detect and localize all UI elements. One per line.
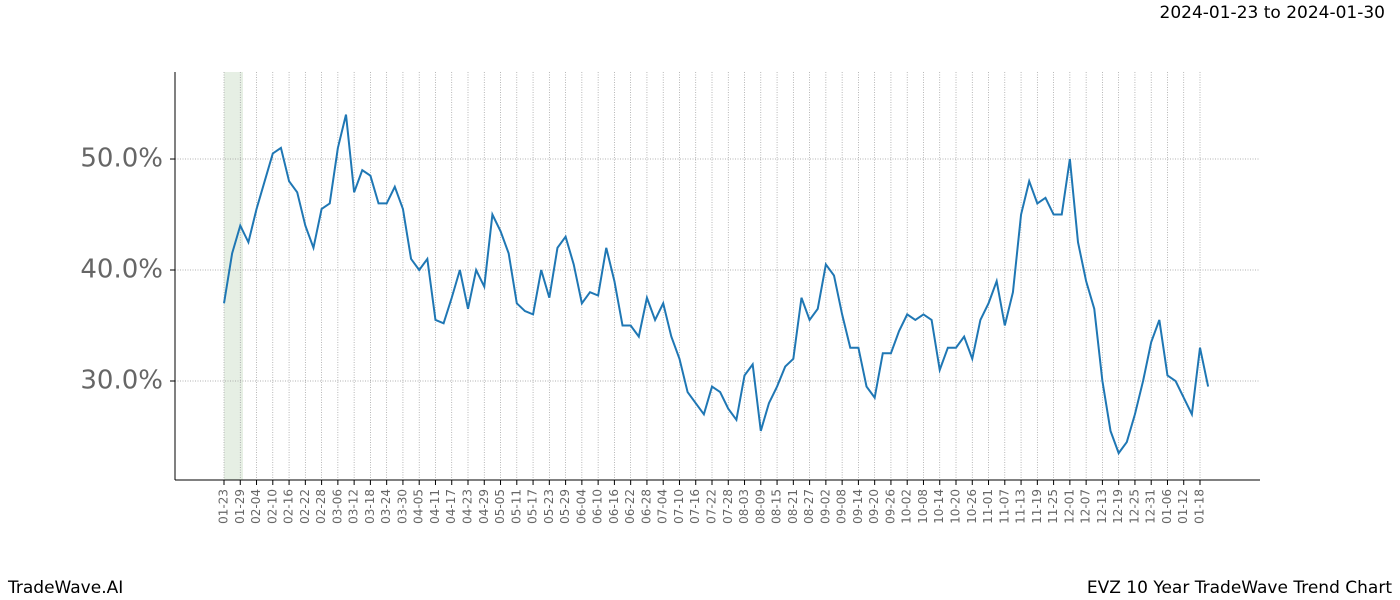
x-tick-label: 12-31 xyxy=(1144,489,1158,524)
x-tick-label: 11-25 xyxy=(1046,489,1060,524)
x-tick-label: 02-04 xyxy=(249,489,263,524)
x-tick-label: 12-01 xyxy=(1062,489,1076,524)
x-tick-label: 10-26 xyxy=(965,489,979,524)
x-tick-label: 05-23 xyxy=(542,489,556,524)
x-tick-label: 05-29 xyxy=(558,489,572,524)
x-tick-label: 11-07 xyxy=(997,489,1011,524)
x-tick-label: 08-21 xyxy=(786,489,800,524)
x-tick-label: 11-13 xyxy=(1014,489,1028,524)
x-tick-label: 03-12 xyxy=(347,489,361,524)
x-tick-label: 04-17 xyxy=(444,489,458,524)
x-tick-label: 11-19 xyxy=(1030,489,1044,524)
x-tick-label: 02-28 xyxy=(314,489,328,524)
x-tick-label: 01-23 xyxy=(217,489,231,524)
x-tick-label: 04-29 xyxy=(477,489,491,524)
trend-line xyxy=(223,114,1210,456)
date-range: 2024-01-23 to 2024-01-30 xyxy=(1160,3,1385,23)
x-tick-label: 01-18 xyxy=(1193,489,1207,524)
x-tick-label: 10-08 xyxy=(916,489,930,524)
x-tick-label: 06-22 xyxy=(623,489,637,524)
x-tick-label: 03-24 xyxy=(379,489,393,524)
x-tick-label: 03-18 xyxy=(363,489,377,524)
x-tick-label: 01-12 xyxy=(1176,489,1190,524)
x-tick-label: 02-22 xyxy=(298,489,312,524)
x-tick-label: 06-16 xyxy=(607,489,621,524)
x-tick-label: 09-14 xyxy=(851,489,865,524)
x-tick-label: 08-27 xyxy=(802,489,816,524)
x-tick-label: 10-14 xyxy=(932,489,946,524)
x-tick-label: 02-10 xyxy=(265,489,279,524)
x-tick-label: 05-17 xyxy=(526,489,540,524)
brand: TradeWave.AI xyxy=(7,578,123,598)
y-tick-label: 40.0% xyxy=(80,255,163,285)
x-tick-label: 06-10 xyxy=(591,489,605,524)
x-tick-label: 07-28 xyxy=(721,489,735,524)
x-tick-label: 04-11 xyxy=(428,489,442,524)
chart-title: EVZ 10 Year TradeWave Trend Chart xyxy=(1087,578,1392,598)
y-tick-label: 50.0% xyxy=(80,144,163,174)
x-tick-label: 10-20 xyxy=(949,489,963,524)
highlight-span xyxy=(224,72,243,480)
x-tick-label: 05-05 xyxy=(493,489,507,524)
x-tick-label: 04-05 xyxy=(412,489,426,524)
x-tick-label: 08-03 xyxy=(737,489,751,524)
x-tick-label: 08-09 xyxy=(753,489,767,524)
x-tick-label: 09-20 xyxy=(867,489,881,524)
x-tick-label: 09-08 xyxy=(835,489,849,524)
x-tick-label: 10-02 xyxy=(900,489,914,524)
x-tick-label: 12-07 xyxy=(1079,489,1093,524)
x-tick-label: 06-28 xyxy=(639,489,653,524)
x-tick-label: 07-10 xyxy=(672,489,686,524)
x-tick-label: 07-22 xyxy=(705,489,719,524)
x-tick-label: 09-26 xyxy=(883,489,897,524)
x-tick-label: 01-29 xyxy=(233,489,247,524)
x-tick-label: 12-13 xyxy=(1095,489,1109,524)
x-tick-label: 11-01 xyxy=(981,489,995,524)
x-tick-label: 05-11 xyxy=(509,489,523,524)
x-tick-label: 07-04 xyxy=(656,489,670,524)
y-tick-label: 30.0% xyxy=(80,365,163,395)
x-tick-label: 09-02 xyxy=(818,489,832,524)
x-tick-label: 08-15 xyxy=(770,489,784,524)
x-tick-label: 03-06 xyxy=(330,489,344,524)
x-tick-label: 12-25 xyxy=(1127,489,1141,524)
x-tick-label: 01-06 xyxy=(1160,489,1174,524)
x-tick-label: 07-16 xyxy=(688,489,702,524)
x-tick-label: 02-16 xyxy=(282,489,296,524)
x-tick-label: 12-19 xyxy=(1111,489,1125,524)
x-tick-label: 06-04 xyxy=(574,489,588,524)
x-tick-label: 03-30 xyxy=(395,489,409,524)
x-tick-label: 04-23 xyxy=(461,489,475,524)
